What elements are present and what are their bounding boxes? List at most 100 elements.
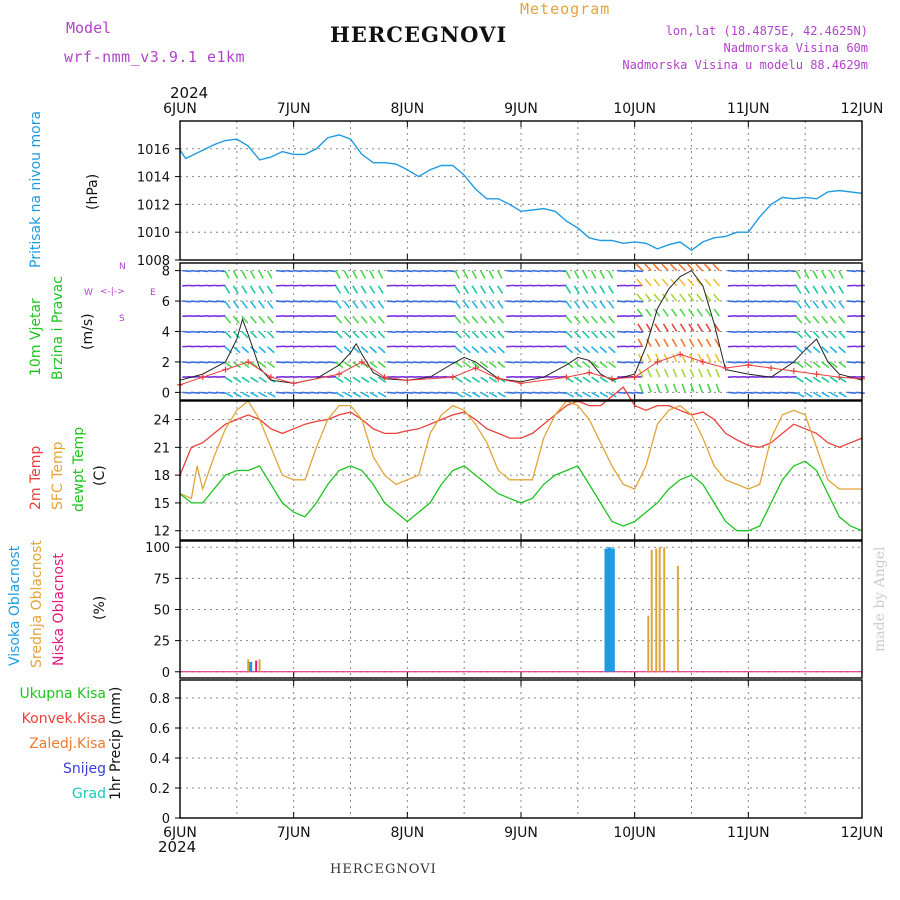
wind-vector (301, 300, 311, 303)
wind-vector (437, 269, 448, 273)
wind-vector (293, 361, 303, 364)
wind-vector (607, 315, 615, 324)
wind-vector (646, 353, 652, 363)
x-tick-label-top: 9JUN (504, 101, 538, 117)
wind-vector (523, 300, 533, 303)
wind-vector (574, 391, 583, 398)
wind-vector (403, 300, 413, 303)
wind-vector (663, 338, 669, 348)
wind-vector (429, 300, 439, 303)
wind-vector (582, 330, 590, 339)
wind-vector (804, 346, 812, 354)
wind-vector (582, 361, 591, 369)
wind-vector (616, 269, 627, 273)
wind-vector (565, 285, 572, 294)
wind-vector (548, 391, 558, 394)
wind-vector (590, 330, 599, 339)
wind-vector (531, 361, 541, 364)
wind-vector (821, 361, 830, 369)
wind-vector (369, 391, 379, 398)
wind-vector (847, 391, 857, 394)
x-tick-label-bottom: 11JUN (727, 825, 770, 841)
wind-vector (705, 338, 712, 348)
y-tick-label: 0.6 (149, 722, 170, 737)
x-tick-label-top: 11JUN (727, 101, 770, 117)
wind-vector (753, 330, 763, 334)
wind-vector (454, 315, 462, 324)
wind-vector (678, 278, 686, 287)
wind-vector (360, 300, 368, 309)
wind-vector (250, 376, 259, 383)
wind-vector (258, 315, 266, 324)
wind-vector (182, 361, 192, 364)
compass-arrows: <-|-> (100, 287, 125, 297)
wind-vector (207, 269, 217, 273)
wind-vector (462, 285, 470, 294)
wind-vector (625, 300, 635, 303)
wind-vector (557, 330, 567, 334)
wind-vector (190, 391, 200, 394)
wind-vector (655, 383, 661, 393)
wind-vector (607, 330, 616, 339)
wind-vector (275, 330, 286, 334)
x-tick-label-bottom: 9JUN (504, 825, 538, 841)
wind-vector (216, 300, 226, 303)
wind-vector (829, 315, 837, 324)
wind-vector (190, 300, 200, 303)
y-tick-label: 0.2 (149, 782, 170, 797)
wind-vector (591, 376, 600, 383)
wind-vector (258, 300, 265, 309)
wind-vector (778, 391, 789, 394)
wind-vector (670, 308, 678, 317)
wind-vector (761, 391, 772, 394)
wind-vector (654, 323, 661, 332)
wind-vector (377, 391, 387, 398)
wind-vector (360, 285, 367, 294)
wind-vector (241, 270, 247, 279)
wind-vector (284, 330, 294, 334)
wind-vector (403, 391, 413, 394)
wind-vector (284, 391, 294, 394)
wind-vector (463, 376, 472, 383)
wind-vector (599, 361, 608, 369)
wind-vector (646, 368, 652, 378)
wind-vector (471, 300, 479, 309)
wind-vector (224, 285, 231, 294)
wind-vector (343, 376, 353, 383)
wind-vector (663, 353, 669, 363)
wind-vector (573, 285, 580, 294)
wind-vector (608, 361, 617, 369)
wind-vector (386, 269, 396, 273)
wind-vector (644, 263, 652, 272)
wind-vector (343, 346, 352, 354)
wind-vector (310, 300, 320, 303)
wind-vector (480, 330, 488, 339)
wind-vector (437, 300, 448, 303)
wind-vector (795, 330, 803, 339)
wind-vector (224, 315, 232, 324)
wind-vector (829, 361, 838, 369)
model-name: wrf-nmm_v3.9.1 e1km (64, 48, 246, 66)
wind-vector (582, 346, 591, 354)
wind-vector (360, 315, 368, 324)
wind-vector (625, 330, 635, 334)
wind-vector (377, 285, 384, 294)
wind-vector (637, 338, 644, 348)
wind-vector (679, 323, 686, 332)
wind-vector (753, 269, 763, 273)
wind-vector (573, 376, 583, 383)
wind-vector (689, 383, 695, 393)
wind-vector (647, 383, 652, 393)
wind-vector (352, 300, 359, 309)
wind-vector (653, 293, 661, 302)
wind-vector (395, 300, 405, 303)
wind-vector (625, 361, 635, 364)
wind-vector (713, 323, 721, 332)
wind-vector (266, 285, 273, 294)
wind-vector (199, 330, 209, 334)
wind-vector (590, 361, 600, 369)
wind-vector (652, 263, 661, 272)
wind-vector (744, 269, 754, 273)
wind-vector (412, 269, 422, 273)
wind-vector (250, 391, 259, 398)
